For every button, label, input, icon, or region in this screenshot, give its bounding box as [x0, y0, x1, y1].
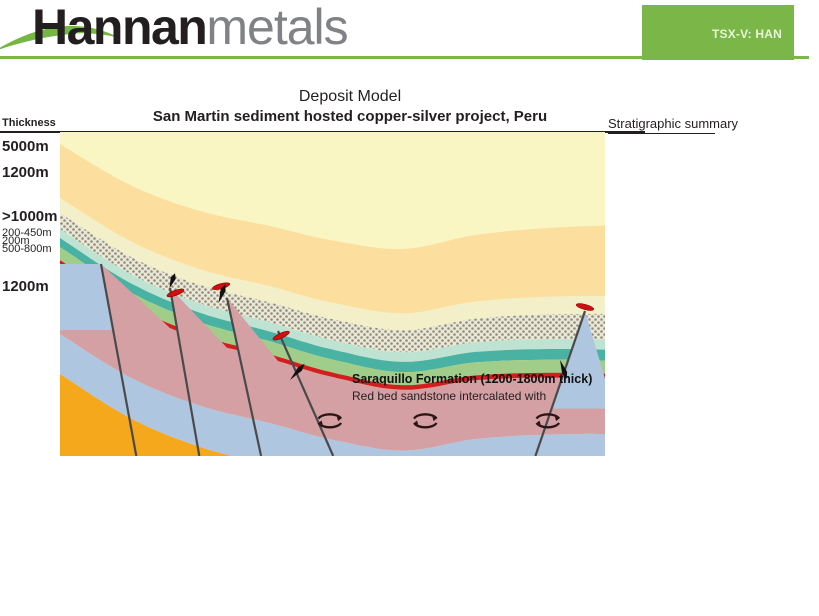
svg-text:Red bed sandstone intercalated: Red bed sandstone intercalated with [352, 389, 546, 403]
svg-text:Saraquillo Formation (1200-180: Saraquillo Formation (1200-1800m thick) [352, 372, 592, 386]
